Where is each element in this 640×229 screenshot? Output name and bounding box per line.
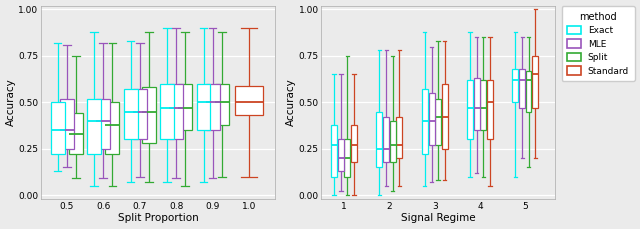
Bar: [69, 113, 83, 154]
Bar: [51, 102, 65, 154]
X-axis label: Signal Regime: Signal Regime: [401, 213, 476, 224]
Bar: [196, 84, 211, 130]
X-axis label: Split Proportion: Split Proportion: [118, 213, 198, 224]
Bar: [532, 56, 538, 108]
Bar: [513, 69, 518, 102]
Bar: [429, 93, 435, 145]
Bar: [480, 80, 486, 130]
Y-axis label: Accuracy: Accuracy: [285, 78, 296, 126]
Bar: [179, 84, 192, 130]
Bar: [474, 78, 480, 130]
Bar: [87, 98, 101, 154]
Bar: [215, 84, 228, 125]
Bar: [376, 112, 382, 167]
Bar: [169, 84, 183, 139]
Bar: [124, 89, 138, 139]
Bar: [487, 80, 493, 139]
Bar: [331, 125, 337, 177]
Bar: [142, 87, 156, 143]
Y-axis label: Accuracy: Accuracy: [6, 78, 15, 126]
Bar: [422, 89, 428, 154]
Bar: [442, 84, 447, 149]
Legend: Exact, MLE, Split, Standard: Exact, MLE, Split, Standard: [562, 6, 634, 81]
Bar: [435, 98, 441, 145]
Bar: [467, 80, 473, 139]
Bar: [236, 86, 263, 115]
Bar: [205, 84, 220, 130]
Bar: [344, 139, 350, 177]
Bar: [390, 121, 396, 162]
Bar: [96, 98, 110, 149]
Bar: [160, 84, 174, 139]
Bar: [396, 117, 403, 158]
Bar: [383, 117, 389, 162]
Bar: [519, 69, 525, 108]
Bar: [338, 139, 344, 171]
Bar: [525, 71, 531, 112]
Bar: [351, 125, 357, 162]
Bar: [132, 89, 147, 139]
Bar: [106, 102, 119, 154]
Bar: [60, 98, 74, 149]
